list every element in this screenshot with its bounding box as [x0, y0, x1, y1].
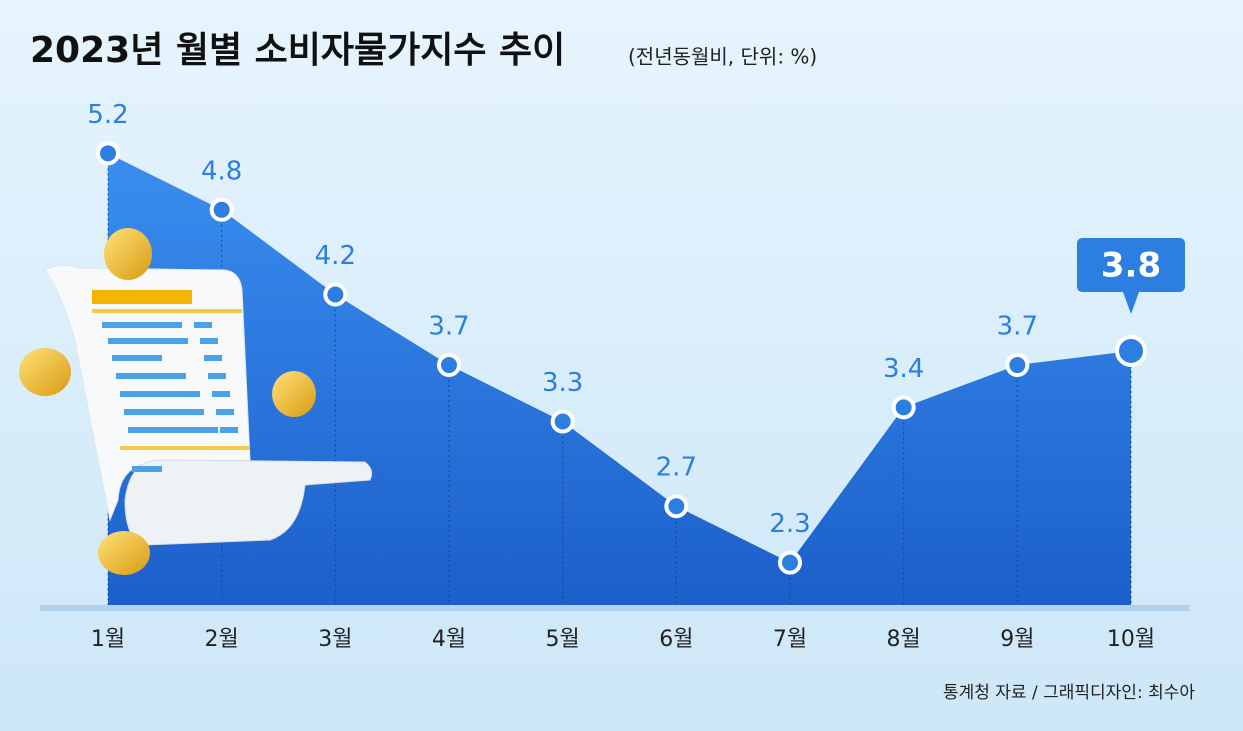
- x-tick-label: 2월: [205, 627, 239, 652]
- point: [323, 282, 348, 307]
- point: [1115, 334, 1147, 367]
- data-label: 3.4: [883, 354, 924, 384]
- chart-title: 2023년 월별 소비자물가지수 추이: [30, 30, 565, 71]
- data-label: 4.8: [201, 156, 242, 186]
- data-label: 3.8: [1101, 245, 1161, 285]
- point: [209, 197, 234, 222]
- x-tick-label: 10월: [1107, 627, 1155, 652]
- receipt-illustration: [19, 228, 373, 575]
- callout: [1077, 237, 1185, 314]
- point: [664, 494, 689, 519]
- point: [891, 395, 916, 420]
- plot: 5.2 1월 4.8 2월 4.2 3월 3.7 4월 3.3 5월 2.7 6월 2.3 7월 3.4 8월…: [40, 100, 1190, 652]
- x-tick-label: 7월: [773, 627, 807, 652]
- chart-subtitle: (전년동월비, 단위: %): [628, 45, 817, 69]
- source: 통계청 자료 / 그래픽디자인: 최수아: [943, 683, 1195, 703]
- data-label: 4.2: [315, 241, 356, 271]
- data-label: 2.3: [769, 509, 810, 539]
- x-tick-label: 4월: [432, 627, 466, 652]
- x-tick-label: 5월: [546, 627, 580, 652]
- x-tick-label: 6월: [659, 627, 693, 652]
- baseline-shadow: [40, 605, 1190, 611]
- x-tick-label: 1월: [91, 627, 125, 652]
- data-label: 3.7: [997, 312, 1038, 342]
- x-tick-label: 3월: [318, 627, 352, 652]
- point: [778, 550, 802, 575]
- point: [96, 141, 120, 166]
- point: [550, 409, 575, 434]
- data-label: 3.3: [542, 368, 583, 398]
- point: [1005, 353, 1030, 378]
- x-tick-label: 9월: [1000, 627, 1034, 652]
- data-label: 3.7: [428, 312, 469, 342]
- data-label: 5.2: [87, 100, 128, 130]
- data-label: 2.7: [656, 453, 697, 483]
- x-tick-label: 8월: [887, 627, 921, 652]
- point: [437, 353, 461, 378]
- area: [108, 153, 1131, 606]
